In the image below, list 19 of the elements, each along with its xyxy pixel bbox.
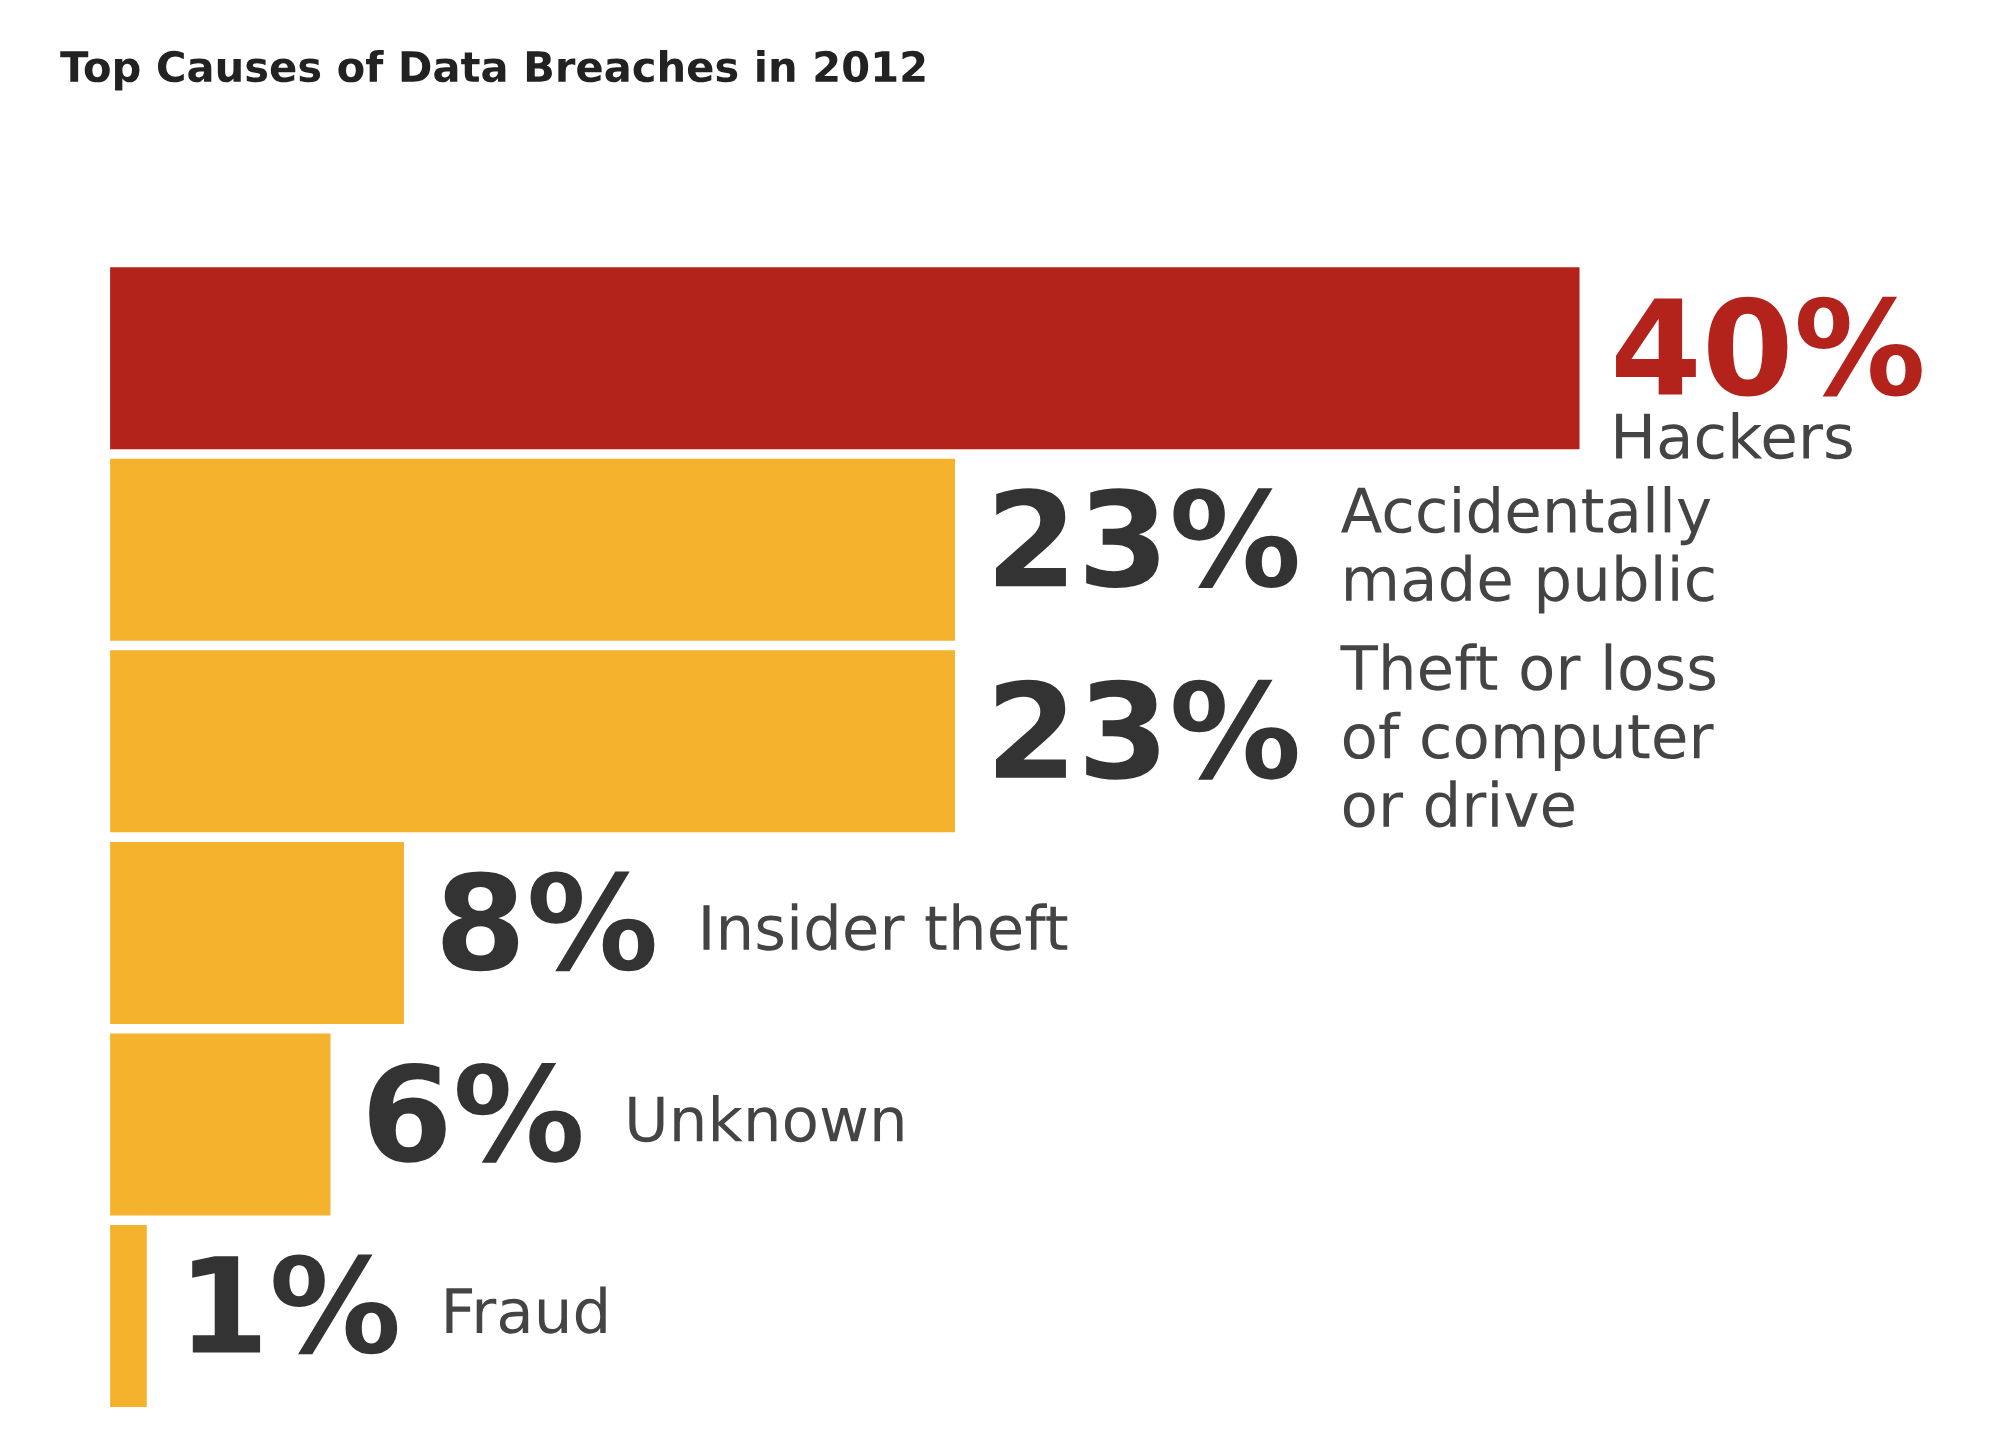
bar	[110, 841, 404, 1024]
bar	[110, 1033, 331, 1216]
bar	[110, 458, 956, 641]
bar	[110, 1225, 147, 1408]
data-label: 6%	[369, 1062, 581, 1163]
chart-title: Top Causes of Data Breaches in 2012	[60, 50, 925, 91]
y-tick-label: Hackers	[1616, 411, 1852, 460]
y-tick-label: Theft or loss of computer or drive	[1340, 643, 1716, 828]
data-label: 23%	[996, 488, 1298, 589]
data-label: 1%	[192, 1254, 398, 1355]
y-tick-label: Insider theft	[703, 903, 1068, 951]
bar	[110, 267, 1580, 450]
y-tick-label: Unknown	[629, 1094, 903, 1143]
y-tick-label: Accidentally made public	[1341, 485, 1714, 614]
data-label: 40%	[1616, 296, 1922, 397]
data-label: 8%	[442, 871, 655, 972]
data-label: 23%	[996, 679, 1298, 780]
y-tick-label: Fraud	[446, 1286, 606, 1334]
bar	[110, 650, 956, 833]
